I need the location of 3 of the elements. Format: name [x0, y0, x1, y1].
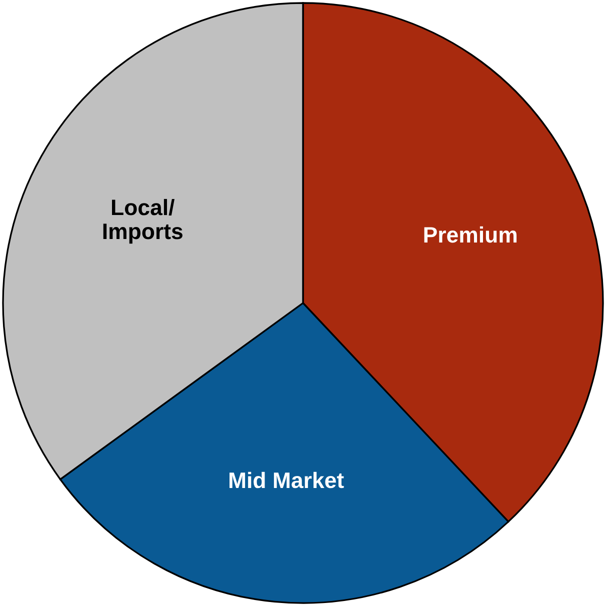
slice-label: Local/ Imports — [103, 198, 182, 244]
slice-label: Mid Market — [230, 472, 344, 488]
slice-label: Premium — [424, 226, 517, 243]
